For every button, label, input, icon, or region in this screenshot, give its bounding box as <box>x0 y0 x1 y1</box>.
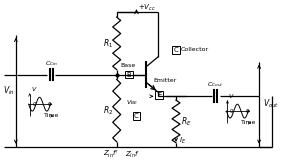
Text: $V_{out}$: $V_{out}$ <box>263 98 279 110</box>
Text: $0$: $0$ <box>32 100 37 108</box>
Text: Base: Base <box>121 63 136 68</box>
Text: $V_{BE}$: $V_{BE}$ <box>126 98 138 107</box>
Text: $I_E$: $I_E$ <box>179 136 186 146</box>
Text: $0$: $0$ <box>47 100 53 108</box>
Text: E: E <box>157 92 161 98</box>
Text: Collector: Collector <box>181 47 209 52</box>
Text: Time: Time <box>241 120 257 125</box>
Text: C: C <box>134 113 139 118</box>
Text: $Z_{in}f$: $Z_{in}f$ <box>125 150 140 160</box>
Text: $V_{in}$: $V_{in}$ <box>3 85 15 97</box>
Text: $+V_{cc}$: $+V_{cc}$ <box>138 3 157 13</box>
Bar <box>125 71 133 78</box>
Text: $R_2$: $R_2$ <box>103 104 113 117</box>
Text: $V$: $V$ <box>228 92 235 100</box>
Text: $R_E$: $R_E$ <box>181 115 192 128</box>
Bar <box>155 91 163 99</box>
Text: $0$: $0$ <box>230 107 235 115</box>
Text: Time: Time <box>43 113 59 118</box>
Text: B: B <box>126 71 131 77</box>
Bar <box>133 112 140 119</box>
Bar <box>172 46 180 54</box>
Text: $V$: $V$ <box>31 85 37 93</box>
Text: $C_{Cin}$: $C_{Cin}$ <box>45 59 58 67</box>
Text: C: C <box>174 47 179 53</box>
Text: $R_1$: $R_1$ <box>103 37 113 50</box>
Text: $Z_{in}f'$: $Z_{in}f'$ <box>103 149 119 160</box>
Text: Emitter: Emitter <box>153 78 177 83</box>
Text: $0$: $0$ <box>245 107 250 115</box>
Text: $C_{Cout}$: $C_{Cout}$ <box>207 80 224 89</box>
